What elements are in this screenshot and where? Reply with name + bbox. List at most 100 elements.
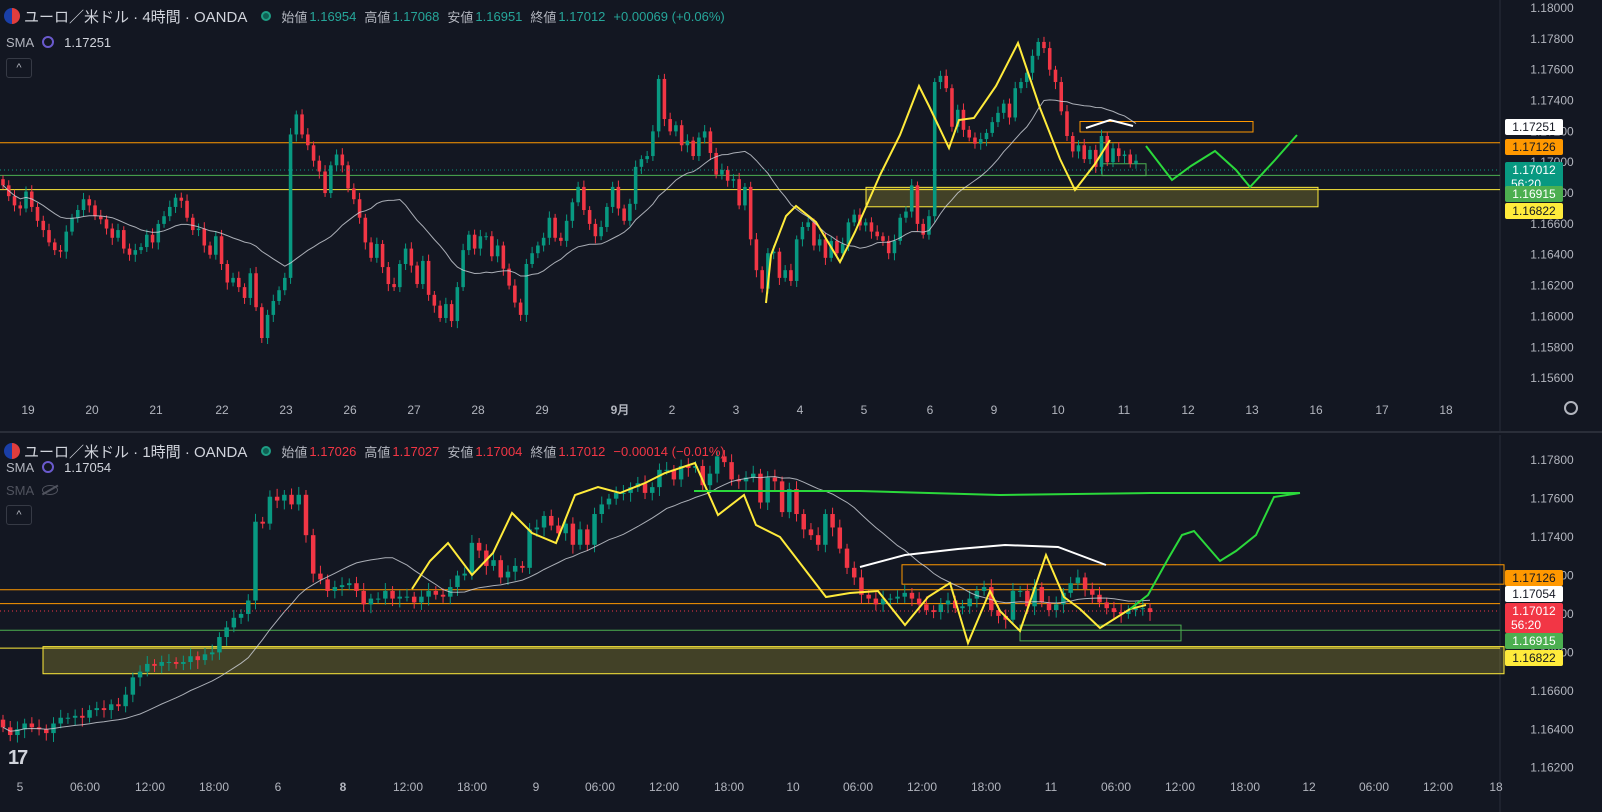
collapse-indicators-button[interactable]: ^ [6,58,32,78]
x-tick-label: 5 [861,403,868,417]
candle-body [1025,590,1030,607]
eye-crossed-icon[interactable] [42,485,59,495]
market-status-icon[interactable] [261,11,272,21]
candle-body [650,487,655,493]
sma-value: 1.17054 [64,459,112,475]
collapse-indicators-button[interactable]: ^ [6,505,32,525]
candle-body [168,206,172,217]
candle-body [87,199,92,206]
price-label-box [1505,186,1563,202]
x-tick-label: 06:00 [1359,780,1389,794]
candle-body [202,228,207,246]
price-chart-4h[interactable]: 1.180001.178001.176001.174001.172001.170… [0,0,1602,433]
price-chart-1h[interactable]: 1.178001.176001.174001.172001.170001.168… [0,435,1602,812]
candle-body [743,477,749,482]
sma-name: SMA [6,482,35,498]
x-tick-label: 12:00 [1165,780,1195,794]
candle-body [81,199,86,211]
candle-body [260,521,265,524]
candle-body [593,223,598,237]
candle-body [642,483,648,493]
candle-body [984,132,989,140]
gear-icon[interactable] [1564,401,1578,415]
candle-body [628,203,632,221]
resistance-zone-box [901,564,1505,585]
x-tick-label: 12:00 [135,780,165,794]
candle-body [990,122,995,133]
candle-body [754,239,759,271]
candle-body [123,694,128,707]
chart-panel-1h[interactable]: 1.178001.176001.174001.172001.170001.168… [0,435,1602,812]
candle-body [58,250,63,252]
candle-body [582,186,586,211]
candle-body [541,515,547,528]
y-tick-label: 1.16000 [1530,309,1574,323]
candle-body [729,462,734,480]
sma-indicator-row[interactable]: SMA 1.17054 [6,458,111,476]
sma-indicator-row[interactable]: SMA 1.17251 [6,33,111,51]
candle-body [812,222,816,246]
close-value: 1.17012 [558,8,606,24]
candle-body [1053,69,1058,83]
tradingview-logo[interactable]: 17 [8,747,28,769]
countdown-label: 56:20 [1511,618,1541,632]
candle-body [237,277,241,288]
candle-body [246,600,251,614]
candle-body [1070,136,1075,152]
candle-body [225,264,230,283]
candle-body [1053,604,1059,611]
candle-body [329,165,333,194]
candle-body [317,160,322,172]
x-tick-label: 11 [1045,780,1058,794]
candle-body [455,287,460,322]
candle-body [1088,149,1092,160]
candle-body [461,250,465,288]
candle-body [93,205,97,217]
candle-body [368,598,374,605]
candle-body [1076,145,1081,152]
chart-panel-4h[interactable]: 1.180001.178001.176001.174001.172001.170… [0,0,1602,433]
market-status-icon[interactable] [261,446,272,456]
low-value: 1.16951 [475,8,523,24]
chevron-up-icon: ^ [16,509,22,521]
candle-body [339,585,345,588]
candle-body [1111,148,1115,163]
candle-body [144,234,149,248]
x-tick-label: 29 [535,403,549,417]
candle-body [398,264,402,288]
candle-body [217,637,222,653]
candle-body [411,596,417,603]
candle-body [714,456,720,474]
x-tick-label: 26 [343,403,357,417]
open-label: 始値 [281,444,308,460]
candle-body [863,222,868,226]
candle-body [621,492,626,494]
symbol-header: ユーロ／米ドル · 4時間 · OANDA 始値 1.16954 高値 1.1706… [4,6,733,26]
candle-body [564,220,569,241]
sma-hidden-indicator-row[interactable]: SMA [6,481,59,499]
candle-body [310,535,316,574]
symbol-title[interactable]: ユーロ／米ドル · 1時間 · OANDA [24,443,248,461]
candle-body [1082,577,1088,589]
candle-body [1039,587,1045,603]
candle-body [909,185,914,212]
candle-body [1134,160,1138,164]
candle-body [955,109,960,127]
candle-body [830,514,835,528]
candle-body [0,719,6,728]
candle-body [404,596,410,598]
candle-body [1147,608,1153,613]
candle-body [484,550,489,566]
candle-body [815,535,821,545]
symbol-title[interactable]: ユーロ／米ドル · 4時間 · OANDA [24,8,248,26]
candle-body [202,654,208,661]
candle-body [1001,103,1006,113]
y-tick-label: 1.16600 [1530,217,1574,231]
candle-body [851,567,857,578]
candle-body [1059,82,1064,112]
long-line-drawing-green [694,490,1300,497]
zigzag-drawing-yellow [765,40,1111,304]
change-value: −0.00014 (−0.01%) [613,443,725,459]
resistance-zone-box [1079,121,1254,133]
candle-body [185,200,189,218]
